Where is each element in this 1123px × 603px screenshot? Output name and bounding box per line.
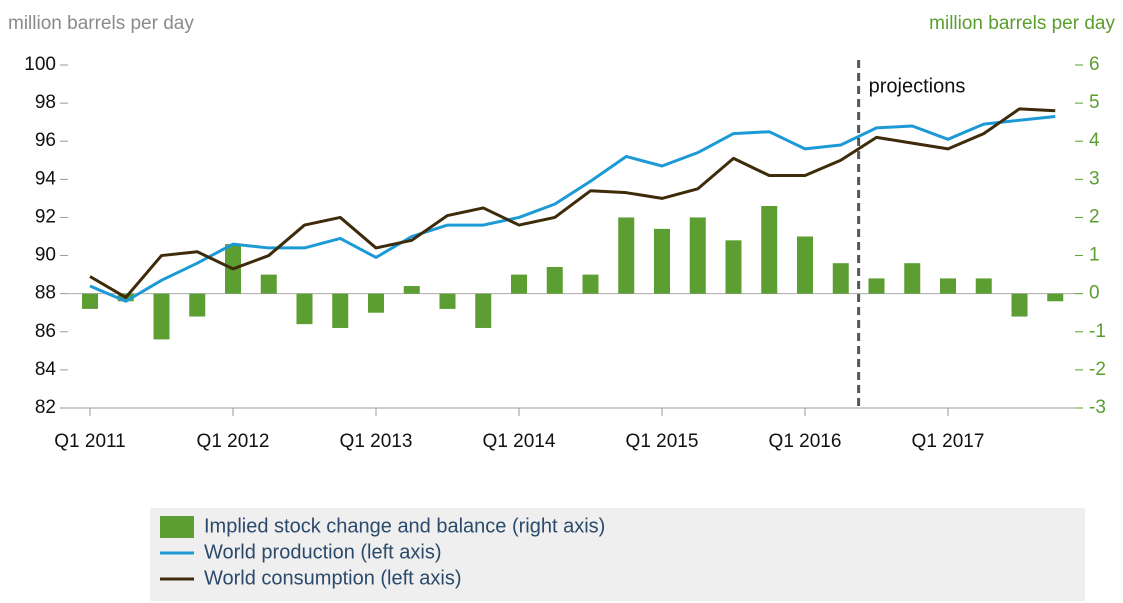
bar <box>153 293 170 340</box>
bar <box>403 286 420 294</box>
bar <box>1011 293 1028 317</box>
y2-tick-label: 3 <box>1089 168 1100 189</box>
y-tick-label: 98 <box>35 92 56 113</box>
bar <box>689 217 706 294</box>
bar <box>189 293 206 317</box>
line <box>89 114 1056 303</box>
y2-tick-label: 6 <box>1089 54 1100 75</box>
bar <box>82 293 98 309</box>
y2-tick-label: -1 <box>1089 321 1106 342</box>
bar <box>296 293 313 325</box>
x-tick-label: Q1 2012 <box>197 431 270 452</box>
y-tick-label: 100 <box>24 54 56 75</box>
bar <box>904 263 921 294</box>
y-axis-label: million barrels per day <box>8 13 194 34</box>
x-tick-label: Q1 2016 <box>769 431 842 452</box>
bar <box>940 278 956 294</box>
y-tick-label: 84 <box>35 359 57 380</box>
x-tick-label: Q1 2017 <box>912 431 985 452</box>
bar <box>975 278 992 294</box>
y-tick-label: 90 <box>35 245 56 266</box>
bar <box>475 293 492 328</box>
y2-axis-label: million barrels per day <box>929 13 1115 34</box>
y2-tick-label: 1 <box>1089 245 1100 266</box>
line <box>89 107 1056 299</box>
y-tick-label: 88 <box>35 283 56 304</box>
legend-box <box>150 508 1085 601</box>
x-tick-label: Q1 2014 <box>483 431 556 452</box>
bar <box>868 278 885 294</box>
bar <box>368 293 384 313</box>
y2-tick-label: -3 <box>1089 397 1106 418</box>
bar <box>439 293 456 309</box>
legend-label: World production (left axis) <box>204 541 442 563</box>
bar <box>654 228 670 294</box>
bar <box>332 293 349 328</box>
annotation: projections <box>869 75 966 97</box>
bar <box>511 274 527 294</box>
x-tick-label: Q1 2011 <box>54 431 125 452</box>
y2-tick-label: -2 <box>1089 359 1106 380</box>
bar <box>761 206 778 294</box>
x-tick-label: Q1 2013 <box>340 431 413 452</box>
bar <box>260 274 277 294</box>
legend-label: World consumption (left axis) <box>204 567 462 589</box>
legend-label: Implied stock change and balance (right … <box>204 515 605 537</box>
bar <box>797 236 813 294</box>
y2-tick-label: 0 <box>1089 283 1100 304</box>
y-tick-label: 96 <box>35 130 56 151</box>
y-tick-label: 94 <box>35 168 57 189</box>
bar <box>832 263 849 294</box>
y2-tick-label: 4 <box>1089 130 1100 151</box>
bar <box>546 266 563 294</box>
y-tick-label: 92 <box>35 206 56 227</box>
y-tick-label: 82 <box>35 397 56 418</box>
y-tick-label: 86 <box>35 321 56 342</box>
bar <box>1047 293 1064 302</box>
bar <box>618 217 635 294</box>
x-tick-label: Q1 2015 <box>626 431 699 452</box>
y2-tick-label: 2 <box>1089 206 1100 227</box>
legend-swatch <box>160 516 194 538</box>
bar <box>725 240 742 294</box>
y2-tick-label: 5 <box>1089 92 1100 113</box>
bar <box>582 274 599 294</box>
